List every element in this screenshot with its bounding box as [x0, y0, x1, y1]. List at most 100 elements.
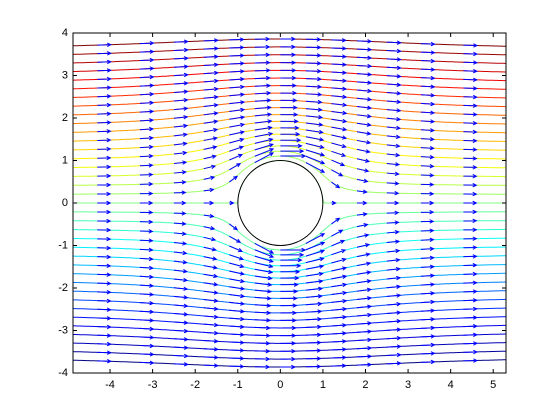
velocity-arrow [463, 182, 478, 188]
velocity-arrow [305, 69, 322, 74]
velocity-arrow [203, 38, 219, 43]
velocity-arrow [139, 92, 155, 97]
velocity-arrow [420, 58, 436, 64]
velocity-arrow [173, 231, 187, 236]
velocity-arrow [356, 139, 372, 145]
velocity-arrow [305, 92, 323, 97]
velocity-arrow [280, 275, 300, 281]
velocity-arrow [280, 341, 297, 346]
velocity-arrow [203, 95, 219, 100]
velocity-arrow [420, 219, 435, 224]
velocity-arrow [203, 330, 220, 336]
velocity-arrow [280, 138, 302, 143]
velocity-arrow [280, 282, 299, 287]
velocity-arrow [97, 146, 112, 152]
velocity-arrow [280, 132, 301, 137]
x-tick-label: -1 [233, 379, 243, 391]
velocity-arrow [331, 181, 341, 189]
velocity-arrow [229, 122, 246, 128]
velocity-arrow [229, 53, 245, 58]
velocity-arrow [386, 65, 402, 71]
velocity-arrow [305, 122, 324, 127]
velocity-arrow [97, 120, 112, 125]
velocity-arrow [356, 200, 368, 206]
velocity-arrow [305, 340, 322, 345]
velocity-arrow [203, 347, 219, 352]
velocity-arrow [139, 300, 155, 306]
velocity-arrow [463, 156, 478, 161]
velocity-arrow [254, 348, 271, 354]
velocity-arrow [463, 147, 478, 152]
velocity-arrow [229, 262, 245, 269]
velocity-arrow [331, 159, 346, 167]
velocity-arrow [356, 345, 373, 351]
velocity-arrow [229, 309, 246, 314]
velocity-arrow [356, 178, 369, 183]
velocity-arrow [139, 343, 155, 349]
velocity-arrow [229, 340, 245, 345]
velocity-arrow [173, 123, 189, 129]
velocity-arrow [331, 323, 348, 328]
velocity-arrow [386, 200, 400, 206]
velocity-arrow [173, 47, 189, 53]
velocity-arrow [254, 255, 274, 263]
velocity-arrow [305, 271, 324, 277]
velocity-arrow [139, 74, 155, 80]
velocity-arrow [386, 310, 402, 315]
velocity-arrow [254, 341, 271, 346]
velocity-arrow [420, 128, 436, 133]
velocity-arrow [463, 218, 478, 224]
velocity-arrow [356, 223, 369, 228]
velocity-arrow [463, 60, 479, 65]
velocity-arrow [420, 41, 436, 47]
velocity-arrow [420, 308, 436, 313]
velocity-arrow [254, 303, 272, 308]
velocity-arrow [203, 78, 219, 84]
velocity-arrow [305, 241, 326, 251]
velocity-arrow [203, 338, 220, 344]
velocity-arrow [203, 62, 220, 68]
velocity-arrow [254, 318, 272, 323]
velocity-arrow [463, 280, 478, 285]
velocity-arrow [203, 103, 219, 108]
velocity-arrow [356, 252, 371, 258]
velocity-arrow [356, 189, 368, 194]
velocity-arrow [229, 324, 246, 329]
velocity-arrow [280, 303, 298, 308]
velocity-arrow [386, 82, 402, 87]
velocity-arrow [356, 131, 372, 136]
velocity-arrow [173, 250, 188, 256]
velocity-arrow [203, 86, 219, 92]
velocity-arrow [305, 249, 326, 257]
velocity-arrow [420, 291, 436, 296]
velocity-arrow [463, 236, 478, 241]
velocity-arrow [331, 266, 348, 272]
velocity-arrow [305, 99, 323, 105]
velocity-arrow [97, 333, 112, 338]
x-tick-label: 1 [320, 379, 326, 391]
velocity-arrow [463, 227, 478, 232]
velocity-arrow [305, 286, 324, 292]
velocity-arrow [203, 290, 219, 295]
velocity-arrow [139, 229, 154, 234]
velocity-arrow [356, 63, 373, 69]
velocity-arrow [331, 102, 348, 108]
velocity-arrow [203, 322, 219, 328]
y-tick-label: -1 [58, 239, 68, 251]
velocity-arrow [229, 61, 245, 66]
velocity-arrow [386, 190, 400, 196]
velocity-arrow [386, 57, 402, 62]
velocity-arrow [305, 114, 324, 120]
velocity-arrow [356, 80, 373, 85]
velocity-arrow [139, 210, 154, 215]
velocity-arrow [463, 68, 479, 74]
velocity-arrow [139, 265, 154, 271]
velocity-arrow [420, 246, 435, 252]
velocity-arrow [331, 339, 348, 344]
velocity-arrow [203, 119, 219, 124]
velocity-arrow [97, 359, 112, 364]
velocity-arrow [254, 36, 271, 42]
velocity-arrow [305, 364, 322, 369]
velocity-arrow [97, 298, 112, 304]
velocity-arrow [280, 36, 297, 42]
